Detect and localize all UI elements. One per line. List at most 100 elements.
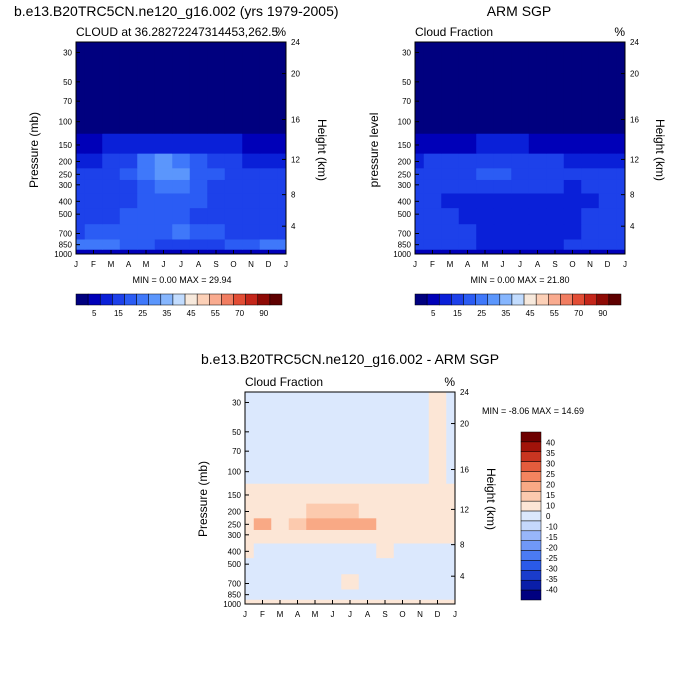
heat-cell	[259, 239, 278, 250]
heat-cell	[207, 223, 226, 240]
heat-cell	[253, 392, 272, 484]
y-tick-label: 500	[398, 210, 412, 219]
heat-cell	[172, 179, 191, 194]
x-tick-label: F	[260, 610, 265, 619]
heat-cell	[76, 179, 86, 194]
heat-cell	[137, 42, 156, 134]
x-tick-label: M	[108, 260, 115, 269]
heat-cell	[393, 483, 412, 504]
height-tick-label: 16	[291, 116, 300, 125]
x-tick-label: O	[569, 260, 575, 269]
colorbar-swatch	[520, 550, 542, 561]
heat-cell	[598, 193, 617, 209]
heat-cell	[446, 483, 456, 504]
colorbar-swatch	[209, 293, 222, 306]
colorbar-label: 25	[546, 470, 555, 479]
heat-cell	[423, 179, 442, 194]
panel-obs-stats: MIN = 0.00 MAX = 21.80	[470, 275, 569, 285]
x-tick-label: S	[552, 260, 557, 269]
heat-cell	[616, 179, 626, 194]
panel-obs-subtitle: Cloud Fraction	[415, 25, 493, 39]
heat-cell	[415, 249, 425, 255]
heat-cell	[189, 223, 208, 240]
panel-diff-subtitle: Cloud Fraction	[245, 375, 323, 389]
heat-cell	[323, 503, 342, 519]
colorbar-label: 70	[235, 309, 244, 318]
heat-cell	[271, 503, 290, 519]
heat-cell	[546, 179, 565, 194]
heat-cell	[172, 239, 191, 250]
heat-cell	[137, 207, 156, 225]
heat-cell	[245, 599, 255, 605]
colorbar-label: 30	[546, 460, 555, 469]
heat-cell	[137, 133, 156, 154]
heat-cell	[415, 193, 425, 209]
heat-cell	[546, 193, 565, 209]
panel-model-cloud: b.e13.B20TRC5CN.ne120_g16.002 (yrs 1979-…	[14, 3, 339, 318]
colorbar-swatch	[520, 570, 542, 581]
y-tick-label: 200	[59, 158, 73, 167]
heat-cell	[242, 207, 261, 225]
heat-cell	[581, 193, 600, 209]
heat-cell	[393, 503, 412, 519]
colorbar-label: 40	[546, 439, 555, 448]
heat-cell	[511, 153, 530, 169]
heat-cell	[428, 517, 447, 530]
y-tick-label: 1000	[223, 600, 241, 609]
heat-cell	[528, 167, 547, 180]
y-tick-label: 700	[59, 230, 73, 239]
colorbar-swatch	[520, 461, 542, 472]
heat-cell	[493, 42, 512, 134]
heat-cell	[376, 557, 395, 575]
y-tick-label: 300	[59, 181, 73, 190]
heat-cell	[511, 133, 530, 154]
x-tick-label: A	[126, 260, 132, 269]
x-tick-label: N	[417, 610, 423, 619]
heat-cell	[428, 543, 447, 559]
heat-cell	[207, 239, 226, 250]
heat-cell	[253, 503, 272, 519]
heat-cell	[423, 239, 442, 250]
heat-cell	[376, 573, 395, 590]
heat-cell	[154, 133, 173, 154]
colorbar-swatch	[233, 293, 246, 306]
heat-cell	[528, 179, 547, 194]
y-tick-label: 100	[59, 118, 73, 127]
colorbar-swatch	[535, 293, 549, 306]
heat-cell	[376, 503, 395, 519]
heat-cell	[76, 207, 86, 225]
heat-cell	[358, 392, 377, 484]
heat-cell	[154, 207, 173, 225]
heat-cell	[415, 167, 425, 180]
heat-cell	[259, 133, 278, 154]
colorbar-swatch	[124, 293, 137, 306]
heat-cell	[224, 167, 243, 180]
heat-cell	[563, 153, 582, 169]
heat-cell	[288, 517, 307, 530]
height-tick-label: 16	[630, 116, 639, 125]
x-tick-label: N	[587, 260, 593, 269]
heat-cell	[446, 573, 456, 590]
x-tick-label: J	[453, 610, 457, 619]
panel-model-ylabel-right: Height (km)	[315, 119, 329, 181]
heat-cell	[306, 529, 325, 544]
heat-cell	[102, 42, 121, 134]
heat-cell	[423, 207, 442, 225]
heat-cell	[102, 179, 121, 194]
panel-model-subtitle: CLOUD at 36.28272247314453,262.5	[76, 25, 278, 39]
y-tick-label: 250	[59, 170, 73, 179]
heat-cell	[288, 557, 307, 575]
heat-cell	[528, 153, 547, 169]
height-tick-label: 24	[460, 388, 469, 397]
colorbar-swatch	[511, 293, 525, 306]
heat-cell	[411, 483, 430, 504]
heat-cell	[207, 207, 226, 225]
colorbar-label: 90	[259, 309, 268, 318]
heat-cell	[341, 557, 360, 575]
heat-cell	[411, 543, 430, 559]
panel-obs-ylabel: pressure level	[367, 113, 381, 188]
heat-cell	[172, 193, 191, 209]
x-tick-label: J	[162, 260, 166, 269]
panel-obs-units: %	[614, 25, 625, 39]
